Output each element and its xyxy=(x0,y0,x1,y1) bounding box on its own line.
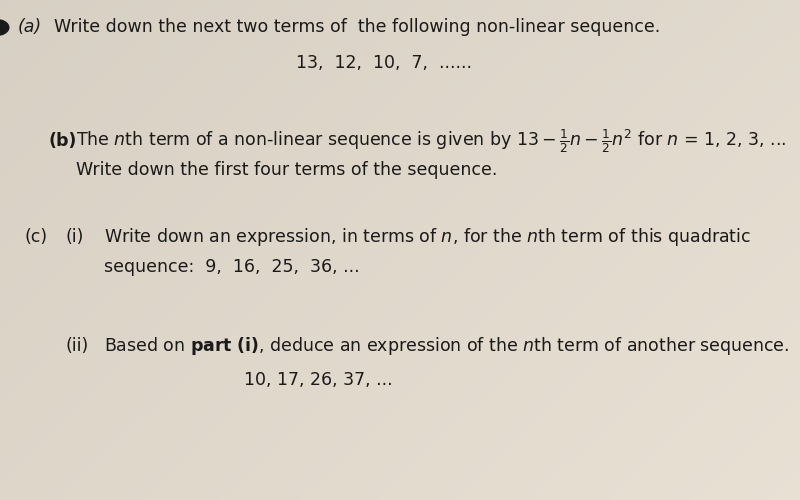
Text: (c): (c) xyxy=(24,228,47,246)
Text: (b): (b) xyxy=(48,132,76,150)
Text: (a): (a) xyxy=(18,18,42,36)
Text: 10, 17, 26, 37, ...: 10, 17, 26, 37, ... xyxy=(244,371,393,389)
Text: sequence:  9,  16,  25,  36, ...: sequence: 9, 16, 25, 36, ... xyxy=(104,258,360,276)
Text: (ii): (ii) xyxy=(66,337,89,355)
Text: 13,  12,  10,  7,  ......: 13, 12, 10, 7, ...... xyxy=(296,54,472,72)
Text: Write down the next two terms of  the following non-linear sequence.: Write down the next two terms of the fol… xyxy=(54,18,661,36)
Circle shape xyxy=(0,20,9,36)
Text: Based on $\mathbf{part\ (i)}$, deduce an expression of the $\it{n}$th term of an: Based on $\mathbf{part\ (i)}$, deduce an… xyxy=(104,335,789,357)
Text: The $\it{n}$th term of a non-linear sequence is given by $13-\frac{1}{2}n-\frac{: The $\it{n}$th term of a non-linear sequ… xyxy=(76,127,786,155)
Text: (i): (i) xyxy=(66,228,84,246)
Text: Write down an expression, in terms of $\it{n}$, for the $\it{n}$th term of this : Write down an expression, in terms of $\… xyxy=(104,226,751,248)
Text: Write down the first four terms of the sequence.: Write down the first four terms of the s… xyxy=(76,161,498,179)
